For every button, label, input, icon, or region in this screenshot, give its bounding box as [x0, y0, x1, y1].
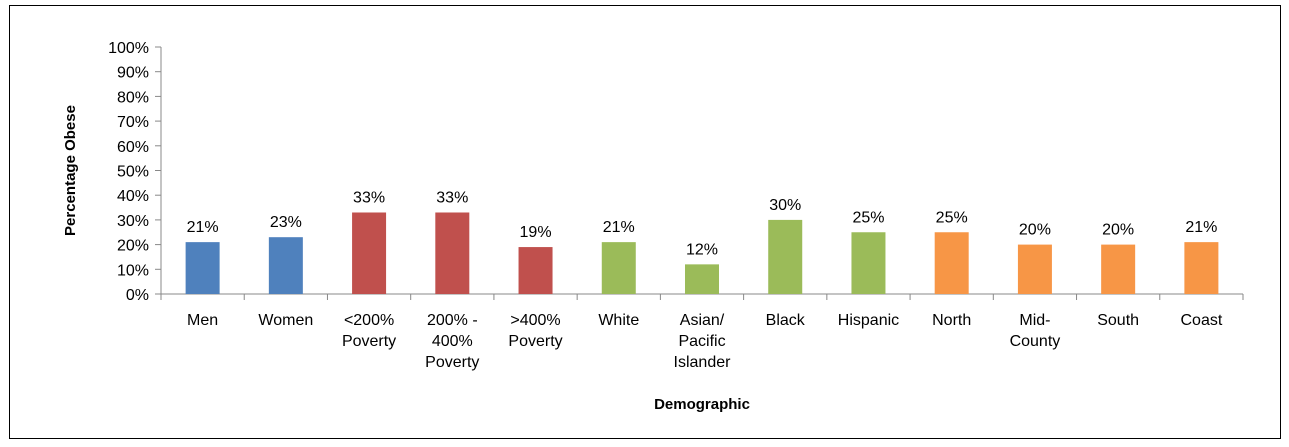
x-axis-title: Demographic — [654, 396, 750, 413]
y-tick-label: 90% — [117, 65, 149, 82]
category-label: >400% Poverty — [508, 312, 562, 350]
y-tick-label: 50% — [117, 164, 149, 181]
bar — [601, 242, 636, 294]
y-tick-label: 100% — [108, 40, 149, 57]
data-labels: 21% 23% 33% 33% 19% 21% 12% 30% 25% 25% 20% 20% 21% — [187, 189, 1218, 258]
category-label: Men — [187, 312, 218, 329]
category-label: Black — [766, 312, 806, 329]
y-axis: 0% 10% 20% 30% 40% 50% 60% 70% 80% 90% 100% — [108, 40, 162, 304]
bar — [768, 219, 803, 294]
y-axis-title: Percentage Obese — [62, 105, 79, 236]
data-label: 23% — [270, 214, 302, 231]
data-label: 21% — [603, 219, 635, 236]
bar — [1101, 244, 1136, 294]
chart-frame — [9, 5, 1281, 439]
bar — [685, 264, 719, 294]
category-label: <200% Poverty — [342, 312, 396, 350]
y-tick-label: 30% — [117, 213, 149, 230]
x-axis — [160, 293, 1244, 300]
y-tick-label: 60% — [117, 139, 149, 156]
bar — [268, 237, 303, 294]
data-label: 20% — [1102, 222, 1134, 239]
category-labels: Men Women <200% Poverty 200% -400% Poverty >40… — [187, 312, 1223, 371]
bar — [518, 247, 553, 294]
y-tick-label: 40% — [117, 188, 149, 205]
category-label: White — [598, 312, 639, 329]
data-label: 33% — [436, 189, 468, 206]
y-tick-label: 80% — [117, 89, 149, 106]
data-label: 20% — [1019, 222, 1051, 239]
category-label: North — [932, 312, 971, 329]
category-label: Asian/Pacific Islander — [674, 312, 732, 371]
bar — [1184, 242, 1219, 294]
category-label: Coast — [1180, 312, 1222, 329]
category-label: Hispanic — [838, 312, 899, 329]
data-label: 12% — [686, 241, 718, 258]
data-label: 33% — [353, 189, 385, 206]
bar — [435, 212, 470, 294]
category-label: Women — [258, 312, 313, 329]
data-label: 21% — [187, 219, 219, 236]
category-label: South — [1097, 312, 1139, 329]
bar — [185, 242, 220, 294]
y-tick-label: 20% — [117, 238, 149, 255]
category-label: 200% -400% Poverty — [425, 312, 479, 371]
bar — [1017, 244, 1052, 294]
bars — [185, 212, 1219, 294]
data-label: 25% — [936, 209, 968, 226]
bar — [352, 212, 387, 294]
y-tick-label: 10% — [117, 262, 149, 279]
data-label: 30% — [769, 197, 801, 214]
y-tick-label: 0% — [126, 287, 149, 304]
data-label: 19% — [520, 224, 552, 241]
data-label: 21% — [1185, 219, 1217, 236]
y-tick-label: 70% — [117, 114, 149, 131]
bar — [851, 232, 886, 294]
category-label: Mid-County — [1010, 312, 1061, 350]
data-label: 25% — [852, 209, 884, 226]
bar — [934, 232, 969, 294]
